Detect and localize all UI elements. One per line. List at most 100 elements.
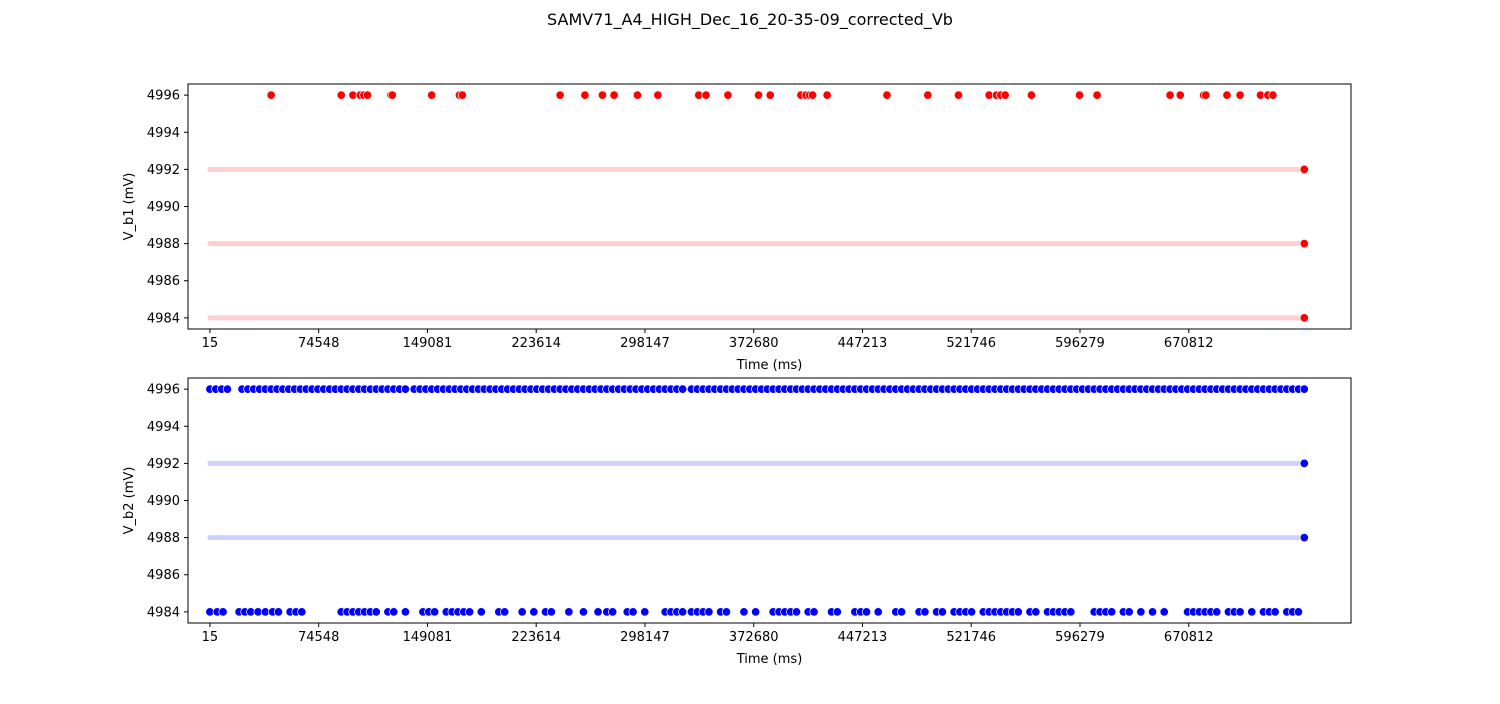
data-point bbox=[608, 607, 618, 617]
data-point bbox=[653, 90, 663, 100]
data-point bbox=[882, 90, 892, 100]
x-tick-label: 149081 bbox=[403, 630, 453, 645]
data-point bbox=[1293, 607, 1304, 617]
data-point bbox=[593, 607, 603, 617]
data-point bbox=[1299, 239, 1309, 249]
y-tick-label: 4986 bbox=[147, 568, 180, 583]
data-point bbox=[400, 384, 410, 394]
data-point bbox=[701, 90, 711, 100]
x-tick-label: 74548 bbox=[298, 336, 339, 351]
data-point bbox=[809, 607, 819, 617]
y-tick-label: 4988 bbox=[147, 531, 180, 546]
x-tick-label: 447213 bbox=[838, 630, 888, 645]
y-tick-label: 4990 bbox=[147, 494, 180, 509]
data-point bbox=[580, 90, 590, 100]
y-tick-label: 4990 bbox=[147, 200, 180, 215]
y-tick-label: 4996 bbox=[147, 89, 180, 104]
data-point bbox=[937, 607, 947, 617]
data-point bbox=[807, 90, 818, 100]
data-point bbox=[967, 607, 977, 617]
data-point bbox=[371, 607, 381, 617]
data-point bbox=[897, 607, 907, 617]
subplot-1: 15 74548 149081 223614 298147 372680 447213 521… bbox=[122, 83, 1352, 373]
data-point bbox=[1136, 607, 1146, 617]
data-point bbox=[400, 607, 410, 617]
x-tick-label: 223614 bbox=[511, 336, 561, 351]
data-point bbox=[266, 90, 276, 100]
x-tick-label: 521746 bbox=[946, 630, 996, 645]
data-point bbox=[923, 90, 933, 100]
data-point bbox=[1092, 90, 1102, 100]
data-point bbox=[564, 607, 574, 617]
data-point bbox=[628, 607, 638, 617]
data-point bbox=[500, 607, 510, 617]
x-tick-label: 596279 bbox=[1055, 336, 1105, 351]
data-point bbox=[1299, 384, 1309, 394]
data-point bbox=[1066, 607, 1076, 617]
x-tick-label: 670812 bbox=[1164, 630, 1214, 645]
data-point bbox=[953, 90, 964, 100]
x-tick-label: 372680 bbox=[729, 336, 779, 351]
x-tick-label: 298147 bbox=[620, 336, 670, 351]
data-point bbox=[632, 90, 642, 100]
data-point bbox=[465, 607, 475, 617]
data-point bbox=[597, 90, 607, 100]
x-tick-label: 447213 bbox=[838, 336, 888, 351]
data-point bbox=[1026, 90, 1036, 100]
axes-frame bbox=[187, 377, 1352, 624]
data-point bbox=[1107, 607, 1117, 617]
data-point bbox=[1124, 607, 1134, 617]
data-point bbox=[1165, 90, 1175, 100]
data-point bbox=[1235, 607, 1245, 617]
data-point bbox=[297, 607, 307, 617]
y-axis-label: V_b2 (mV) bbox=[122, 467, 137, 535]
x-tick-label: 596279 bbox=[1055, 630, 1105, 645]
y-tick-label: 4996 bbox=[147, 383, 180, 398]
axes-frame bbox=[187, 83, 1352, 330]
data-point bbox=[1222, 90, 1232, 100]
data-point bbox=[457, 90, 467, 100]
data-point bbox=[678, 607, 688, 617]
data-point bbox=[678, 384, 688, 394]
data-point bbox=[362, 90, 373, 100]
data-point bbox=[751, 607, 761, 617]
data-point bbox=[387, 90, 397, 100]
figure-title: SAMV71_A4_HIGH_Dec_16_20-35-09_corrected… bbox=[547, 10, 953, 29]
y-tick-label: 4984 bbox=[147, 311, 180, 326]
x-tick-label: 74548 bbox=[298, 630, 339, 645]
data-point bbox=[427, 90, 437, 100]
data-point bbox=[1201, 90, 1211, 100]
data-point bbox=[476, 607, 486, 617]
data-point bbox=[754, 90, 764, 100]
data-point bbox=[529, 607, 539, 617]
subplot-2: 15 74548 149081 223614 298147 372680 447213 521… bbox=[122, 377, 1352, 667]
data-point bbox=[1212, 607, 1222, 617]
x-tick-label: 15 bbox=[202, 630, 219, 645]
data-point bbox=[609, 90, 619, 100]
data-point bbox=[517, 607, 527, 617]
data-point bbox=[1013, 607, 1023, 617]
y-tick-label: 4984 bbox=[147, 605, 180, 620]
x-axis-label: Time (ms) bbox=[736, 358, 803, 373]
data-point bbox=[578, 607, 588, 617]
data-point bbox=[1075, 90, 1085, 100]
data-point bbox=[1299, 458, 1309, 468]
x-tick-label: 298147 bbox=[620, 630, 670, 645]
data-point bbox=[1147, 607, 1158, 617]
y-tick-label: 4992 bbox=[147, 163, 180, 178]
y-tick-label: 4992 bbox=[147, 457, 180, 472]
data-point bbox=[721, 607, 732, 617]
data-point bbox=[546, 607, 556, 617]
data-point bbox=[765, 90, 775, 100]
y-tick-label: 4986 bbox=[147, 274, 180, 289]
x-tick-label: 223614 bbox=[511, 630, 561, 645]
data-point bbox=[1031, 607, 1041, 617]
data-point bbox=[704, 607, 714, 617]
y-tick-label: 4988 bbox=[147, 237, 180, 252]
data-point bbox=[791, 607, 802, 617]
x-tick-label: 372680 bbox=[729, 630, 779, 645]
data-point bbox=[389, 607, 399, 617]
data-point bbox=[1299, 533, 1309, 543]
data-point bbox=[1268, 90, 1278, 100]
